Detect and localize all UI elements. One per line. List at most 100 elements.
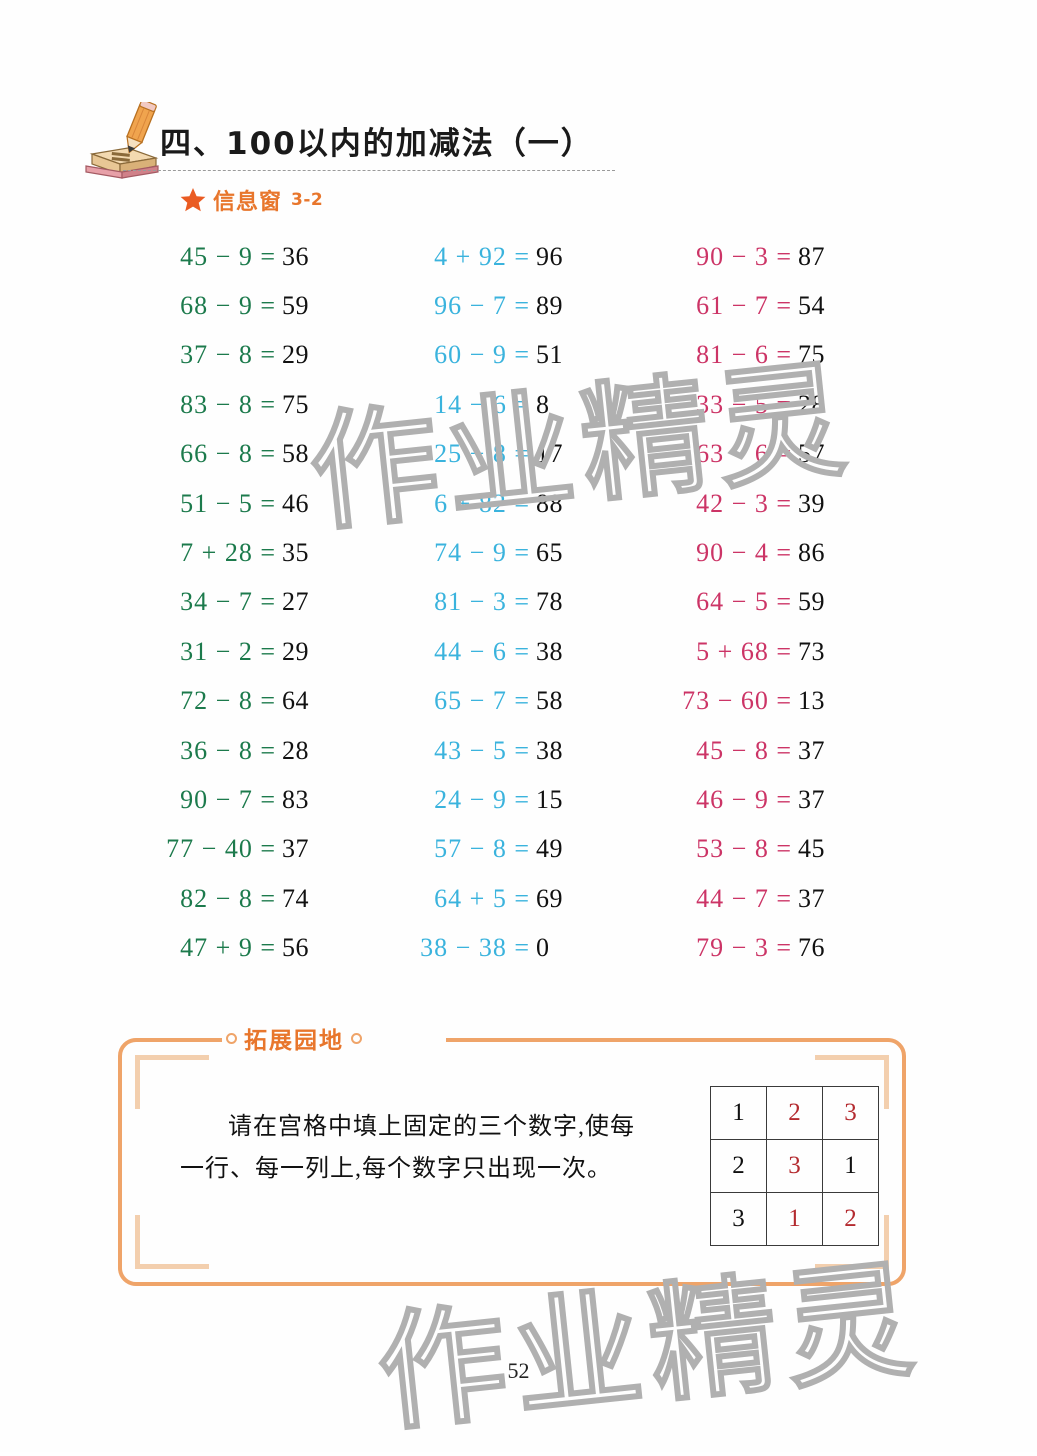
equation-answer: 59 (282, 291, 309, 321)
sudoku-cell[interactable]: 1 (822, 1139, 879, 1193)
equation-row: 96 − 7 = 89 (392, 281, 662, 330)
equation-expression: 68 − 9 = (180, 291, 276, 321)
sudoku-cell[interactable]: 2 (822, 1192, 879, 1246)
equation-answer: 75 (282, 389, 309, 419)
equation-expression: 45 − 8 = (696, 735, 792, 765)
equation-row: 4 + 92 = 96 (392, 232, 662, 281)
equation-row: 73 − 60 = 13 (656, 677, 926, 726)
equation-row: 72 − 8 = 64 (118, 677, 388, 726)
sudoku-cell[interactable]: 3 (822, 1086, 879, 1140)
title-divider (123, 170, 615, 171)
sudoku-cell[interactable]: 3 (710, 1192, 767, 1246)
equation-expression: 44 − 6 = (434, 636, 530, 666)
equation-row: 7 + 28 = 35 (118, 528, 388, 577)
equation-answer: 86 (798, 538, 825, 568)
equation-expression: 33 − 5 = (696, 389, 792, 419)
equation-answer: 37 (798, 735, 825, 765)
corner-bracket-bottom-right (815, 1215, 889, 1269)
equation-answer: 58 (282, 439, 309, 469)
equation-row: 83 − 8 = 75 (118, 380, 388, 429)
equation-column-cyan: 4 + 92 = 96 96 − 7 = 89 60 − 9 = 51 14 − 6 … (392, 232, 662, 973)
equation-expression: 46 − 9 = (696, 784, 792, 814)
equation-answer: 0 (536, 933, 550, 963)
equation-expression: 72 − 8 = (180, 686, 276, 716)
sudoku-row: 1 2 3 (710, 1086, 879, 1140)
equation-answer: 38 (536, 735, 563, 765)
equation-answer: 35 (282, 538, 309, 568)
equation-row: 31 − 2 = 29 (118, 627, 388, 676)
equation-answer: 59 (798, 587, 825, 617)
equation-row: 38 − 38 = 0 (392, 923, 662, 972)
equation-row: 34 − 7 = 27 (118, 578, 388, 627)
equation-expression: 60 − 9 = (434, 340, 530, 370)
equation-expression: 24 − 9 = (434, 784, 530, 814)
equation-answer: 29 (282, 636, 309, 666)
equation-answer: 54 (798, 291, 825, 321)
equation-answer: 75 (798, 340, 825, 370)
extension-title: 拓展园地 (244, 1028, 344, 1054)
info-window-number: 3-2 (291, 190, 324, 210)
equation-answer: 39 (798, 488, 825, 518)
equation-answer: 45 (798, 834, 825, 864)
equation-answer: 37 (798, 883, 825, 913)
equation-expression: 73 − 60 = (682, 686, 792, 716)
equation-expression: 61 − 7 = (696, 291, 792, 321)
equation-answer: 58 (536, 686, 563, 716)
equation-answer: 83 (282, 784, 309, 814)
equation-answer: 28 (282, 735, 309, 765)
equation-answer: 78 (536, 587, 563, 617)
equation-row: 61 − 7 = 54 (656, 281, 926, 330)
circle-decoration-left-icon (226, 1032, 237, 1044)
sudoku-grid: 1 2 3 2 3 1 3 1 2 (710, 1086, 879, 1246)
sudoku-cell[interactable]: 2 (766, 1086, 823, 1140)
equation-expression: 82 − 8 = (180, 883, 276, 913)
sudoku-cell[interactable]: 1 (766, 1192, 823, 1246)
equation-answer: 65 (536, 538, 563, 568)
equation-row: 5 + 68 = 73 (656, 627, 926, 676)
page-number: 52 (507, 1358, 530, 1383)
equation-column-pink: 90 − 3 = 87 61 − 7 = 54 81 − 6 = 75 33 − 5 … (656, 232, 926, 973)
equation-expression: 51 − 5 = (180, 488, 276, 518)
circle-decoration-right-icon (351, 1032, 362, 1044)
sudoku-cell[interactable]: 2 (710, 1139, 767, 1193)
equation-row: 44 − 7 = 37 (656, 874, 926, 923)
equation-row: 64 + 5 = 69 (392, 874, 662, 923)
equation-row: 82 − 8 = 74 (118, 874, 388, 923)
equation-answer: 76 (798, 933, 825, 963)
equation-row: 66 − 8 = 58 (118, 430, 388, 479)
sudoku-cell[interactable]: 1 (710, 1086, 767, 1140)
equation-row: 65 − 7 = 58 (392, 677, 662, 726)
equation-expression: 36 − 8 = (180, 735, 276, 765)
sudoku-cell[interactable]: 3 (766, 1139, 823, 1193)
equation-expression: 90 − 3 = (696, 241, 792, 271)
extension-title-group: 拓展园地 (222, 1021, 366, 1055)
equation-answer: 87 (798, 241, 825, 271)
equation-expression: 43 − 5 = (434, 735, 530, 765)
equation-expression: 7 + 28 = (180, 538, 276, 568)
info-window-label: 信息窗 (213, 190, 283, 215)
equation-row: 6 + 82 = 88 (392, 479, 662, 528)
equation-answer: 73 (798, 636, 825, 666)
equation-row: 57 − 8 = 49 (392, 825, 662, 874)
equation-expression: 25 − 8 = (434, 439, 530, 469)
star-icon (180, 188, 206, 212)
equation-expression: 79 − 3 = (696, 933, 792, 963)
equation-row: 51 − 5 = 46 (118, 479, 388, 528)
equation-expression: 47 + 9 = (180, 933, 276, 963)
equation-row: 24 − 9 = 15 (392, 775, 662, 824)
equation-row: 37 − 8 = 29 (118, 331, 388, 380)
page-header: 四、100以内的加减法（一） (78, 100, 958, 180)
equation-answer: 27 (282, 587, 309, 617)
equation-row: 77 − 40 = 37 (118, 825, 388, 874)
equation-row: 64 − 5 = 59 (656, 578, 926, 627)
equation-expression: 42 − 3 = (696, 488, 792, 518)
equation-expression: 53 − 8 = (696, 834, 792, 864)
equation-expression: 5 + 68 = (696, 636, 792, 666)
equation-row: 45 − 9 = 36 (118, 232, 388, 281)
equations-area: 45 − 9 = 36 68 − 9 = 59 37 − 8 = 29 83 − 8 … (100, 232, 940, 1022)
equation-row: 60 − 9 = 51 (392, 331, 662, 380)
equation-row: 63 − 6 = 57 (656, 430, 926, 479)
equation-answer: 13 (798, 686, 825, 716)
equation-row: 42 − 3 = 39 (656, 479, 926, 528)
equation-expression: 57 − 8 = (434, 834, 530, 864)
